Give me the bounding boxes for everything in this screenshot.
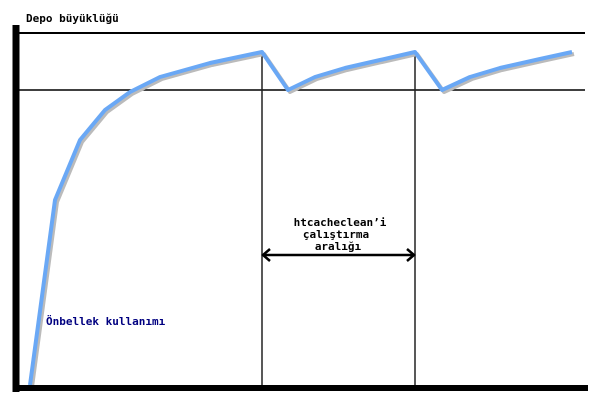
interval-arrow bbox=[261, 248, 416, 262]
interval-label-line2: çalıştırma bbox=[303, 228, 369, 241]
y-axis-label: Depo büyüklüğü bbox=[26, 12, 119, 25]
curve-label: Önbellek kullanımı bbox=[46, 314, 166, 328]
interval-label-line1: htcacheclean’i bbox=[294, 216, 387, 229]
curve-shadow bbox=[30, 52, 575, 388]
interval-label-line3: aralığı bbox=[315, 240, 362, 253]
cache-usage-curve bbox=[28, 50, 573, 386]
